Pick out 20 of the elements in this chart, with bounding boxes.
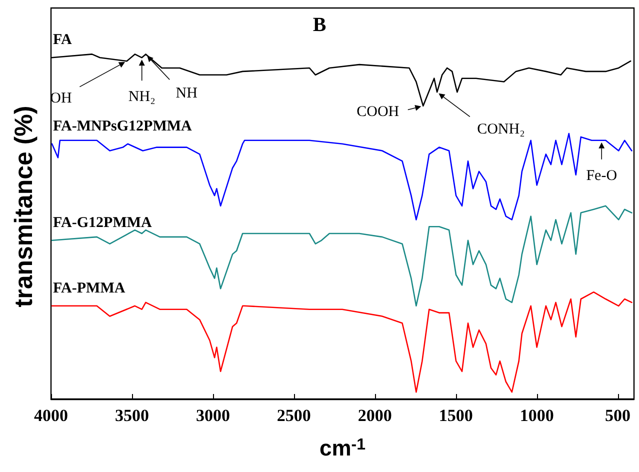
series-label: FA-PMMA	[53, 280, 126, 296]
annotation: Fe-O	[586, 168, 618, 184]
x-tick-label: 4000	[34, 406, 68, 425]
annotation: CONH₂	[477, 122, 525, 138]
series-label: FA-G12PMMA	[53, 214, 152, 231]
x-tick-label: 1000	[520, 406, 554, 425]
series-label: FA-MNPsG12PMMA	[53, 118, 192, 134]
y-axis-title: transmitance (%)	[10, 106, 38, 308]
series-label: FA	[53, 32, 72, 48]
x-tick-label: 2000	[358, 406, 392, 425]
annotation: NH	[176, 86, 198, 102]
x-tick-label: 2500	[276, 406, 311, 425]
x-tick-label: 3000	[196, 406, 230, 425]
x-tick-label: 500	[605, 406, 631, 425]
annotation: OH	[50, 90, 72, 107]
x-tick-label: 1500	[438, 406, 473, 425]
annotation: NH₂	[128, 89, 156, 106]
annotation: COOH	[356, 104, 400, 120]
chart-title: B	[312, 14, 326, 36]
x-tick-label: 3500	[114, 406, 149, 425]
